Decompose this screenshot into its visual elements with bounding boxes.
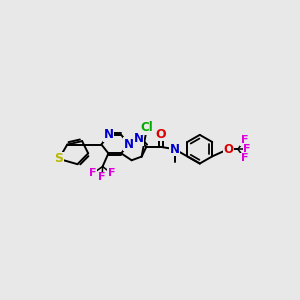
Text: N: N [134, 132, 144, 145]
Text: F: F [241, 153, 248, 163]
Text: N: N [124, 138, 134, 151]
Text: F: F [241, 135, 248, 146]
Text: O: O [223, 143, 233, 156]
Text: F: F [108, 168, 115, 178]
Text: S: S [54, 152, 63, 165]
Text: N: N [170, 143, 180, 156]
Text: Cl: Cl [140, 122, 153, 134]
Text: N: N [103, 128, 113, 141]
Text: F: F [243, 144, 250, 154]
Text: O: O [155, 128, 166, 141]
Text: F: F [89, 168, 97, 178]
Text: F: F [98, 172, 106, 182]
